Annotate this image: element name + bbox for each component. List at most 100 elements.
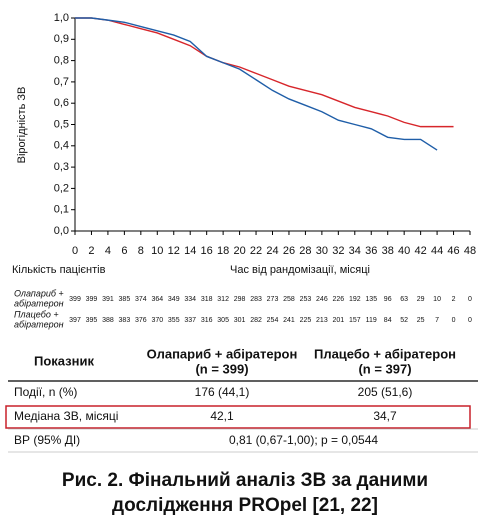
- row-label: ВР (95% ДІ): [14, 433, 80, 447]
- risk-count: 226: [332, 296, 344, 303]
- risk-count: 0: [468, 296, 472, 303]
- x-axis-title: Час від рандомізації, місяці: [230, 264, 370, 276]
- risk-count: 282: [250, 317, 262, 324]
- risk-count: 7: [435, 317, 439, 324]
- risk-count: 213: [316, 317, 328, 324]
- x-tick-label: 32: [332, 245, 344, 257]
- risk-count: 391: [102, 296, 114, 303]
- x-tick-label: 4: [105, 245, 111, 257]
- risk-count: 192: [349, 296, 361, 303]
- column-header: Плацебо + абіратерон: [314, 346, 456, 361]
- x-tick-label: 34: [349, 245, 361, 257]
- x-tick-label: 42: [415, 245, 427, 257]
- highlight-box: [5, 405, 471, 429]
- row-cell: 205 (51,6): [358, 385, 413, 399]
- risk-count: 312: [217, 296, 229, 303]
- table-header: Показник: [34, 353, 94, 368]
- risk-count: 84: [384, 317, 392, 324]
- x-tick-label: 36: [365, 245, 377, 257]
- risk-count: 241: [283, 317, 295, 324]
- y-tick-label: 0,6: [54, 97, 69, 109]
- risk-count: 52: [400, 317, 408, 324]
- survival-curve: [75, 17, 454, 128]
- risk-count: 355: [168, 317, 180, 324]
- risk-count: 370: [151, 317, 163, 324]
- y-tick-label: 0,2: [54, 182, 69, 194]
- risk-count: 273: [267, 296, 279, 303]
- x-tick-label: 44: [431, 245, 443, 257]
- y-tick-label: 0,7: [54, 76, 69, 88]
- x-tick-label: 26: [283, 245, 295, 257]
- x-tick-label: 24: [266, 245, 278, 257]
- y-tick-label: 0,8: [54, 55, 69, 67]
- risk-count: 364: [151, 296, 163, 303]
- x-tick-label: 28: [299, 245, 311, 257]
- column-n: (n = 399): [195, 361, 248, 376]
- risk-label: абіратерон: [14, 319, 64, 329]
- risk-count: 253: [300, 296, 312, 303]
- risk-count: 395: [86, 317, 98, 324]
- x-tick-label: 30: [316, 245, 328, 257]
- y-tick-label: 0,0: [54, 225, 69, 237]
- x-tick-label: 38: [382, 245, 394, 257]
- risk-count: 96: [384, 296, 392, 303]
- risk-count: 119: [366, 317, 377, 324]
- x-tick-label: 2: [88, 245, 94, 257]
- risk-count: 399: [86, 296, 98, 303]
- caption: Рис. 2. Фінальний аналіз ЗВ за даними: [62, 470, 428, 491]
- risk-count: 316: [201, 317, 213, 324]
- risk-count: 0: [452, 317, 456, 324]
- x-tick-label: 46: [447, 245, 459, 257]
- risk-count: 298: [234, 296, 246, 303]
- risk-count: 63: [400, 296, 408, 303]
- x-tick-label: 40: [398, 245, 410, 257]
- risk-count: 388: [102, 317, 114, 324]
- y-tick-label: 0,5: [54, 118, 69, 130]
- y-tick-label: 0,1: [54, 204, 69, 216]
- risk-count: 135: [365, 296, 377, 303]
- row-cell: 176 (44,1): [195, 385, 250, 399]
- risk-count: 334: [184, 296, 196, 303]
- risk-count: 201: [332, 317, 344, 324]
- risk-count: 10: [433, 296, 441, 303]
- row-label: Медіана ЗВ, місяці: [14, 409, 118, 423]
- survival-curve: [75, 17, 438, 151]
- risk-count: 383: [119, 317, 131, 324]
- risk-count: 2: [452, 296, 456, 303]
- risk-count: 25: [417, 317, 425, 324]
- risk-count: 376: [135, 317, 147, 324]
- risk-label: Плацебо +: [14, 309, 59, 319]
- risk-count: 305: [217, 317, 229, 324]
- x-tick-label: 6: [121, 245, 127, 257]
- column-header: Олапариб + абіратерон: [147, 346, 298, 361]
- column-n: (n = 397): [358, 361, 411, 376]
- risk-count: 254: [267, 317, 279, 324]
- risk-count: 337: [184, 317, 196, 324]
- risk-count: 225: [300, 317, 312, 324]
- y-tick-label: 0,4: [54, 140, 69, 152]
- y-tick-label: 0,3: [54, 161, 69, 173]
- x-tick-label: 8: [138, 245, 144, 257]
- risk-label: Олапариб +: [14, 288, 64, 298]
- risk-label: абіратерон: [14, 298, 64, 308]
- caption: дослідження PROpel [21, 22]: [112, 495, 378, 516]
- risk-count: 301: [234, 317, 246, 324]
- risk-count: 258: [283, 296, 295, 303]
- y-tick-label: 0,9: [54, 33, 69, 45]
- risk-count: 0: [468, 317, 472, 324]
- risk-count: 318: [201, 296, 213, 303]
- row-cell: 0,81 (0,67-1,00); p = 0,0544: [229, 433, 378, 447]
- x-tick-label: 22: [250, 245, 262, 257]
- x-tick-label: 12: [168, 245, 180, 257]
- y-axis-title: Вірогідність ЗВ: [16, 87, 28, 164]
- x-tick-label: 20: [233, 245, 245, 257]
- x-tick-label: 48: [464, 245, 476, 257]
- x-tick-label: 18: [217, 245, 229, 257]
- x-tick-label: 14: [184, 245, 196, 257]
- risk-count: 374: [135, 296, 147, 303]
- risk-count: 349: [168, 296, 180, 303]
- x-tick-label: 10: [151, 245, 163, 257]
- x-tick-label: 16: [201, 245, 213, 257]
- risk-count: 29: [417, 296, 425, 303]
